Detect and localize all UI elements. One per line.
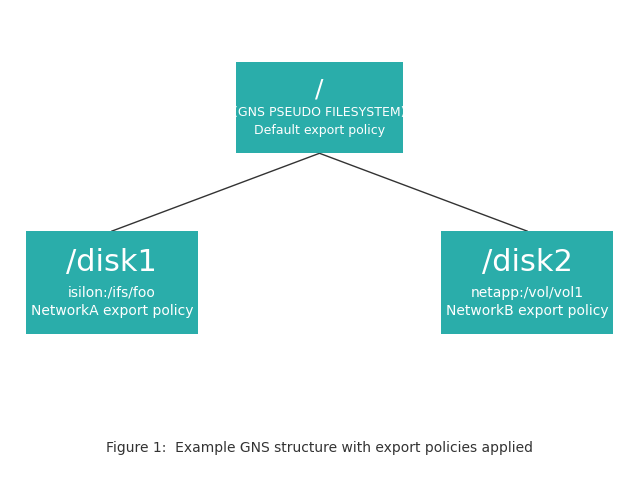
Text: isilon:/ifs/foo: isilon:/ifs/foo (68, 286, 156, 300)
Text: (GNS PSEUDO FILESYSTEM): (GNS PSEUDO FILESYSTEM) (233, 106, 406, 119)
FancyBboxPatch shape (441, 231, 613, 334)
Text: Figure 1:  Example GNS structure with export policies applied: Figure 1: Example GNS structure with exp… (106, 441, 533, 455)
Text: /disk1: /disk1 (66, 248, 157, 276)
Text: /disk2: /disk2 (482, 248, 573, 276)
FancyBboxPatch shape (236, 62, 403, 153)
Text: netapp:/vol/vol1: netapp:/vol/vol1 (470, 286, 584, 300)
Text: NetworkB export policy: NetworkB export policy (446, 305, 608, 319)
Text: /: / (315, 78, 324, 102)
Text: Default export policy: Default export policy (254, 124, 385, 137)
Text: NetworkA export policy: NetworkA export policy (31, 305, 193, 319)
FancyBboxPatch shape (26, 231, 198, 334)
